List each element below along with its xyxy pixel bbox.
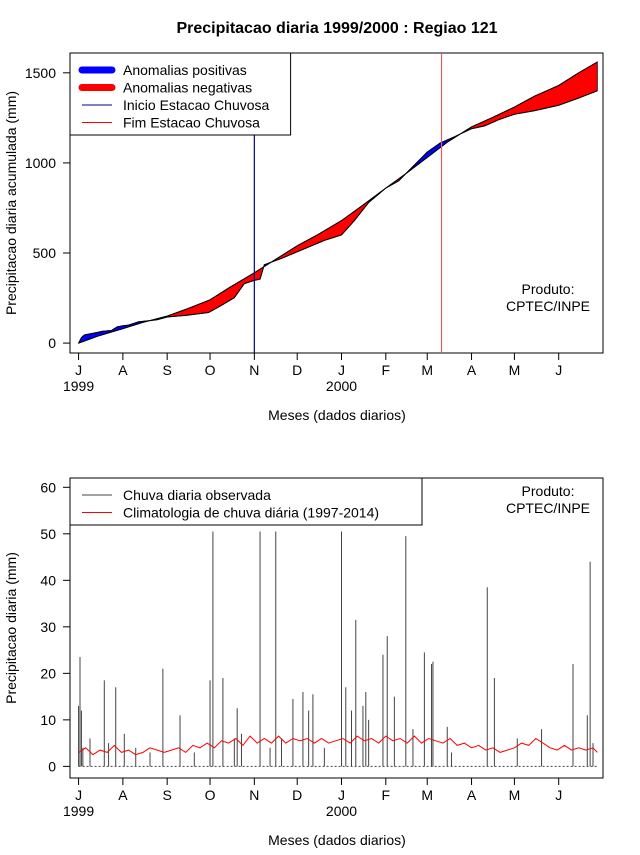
x-tick-label: A: [467, 787, 477, 803]
y-tick-label: 0: [48, 335, 56, 351]
x-tick-label: A: [118, 362, 128, 378]
x-tick-label: A: [467, 362, 477, 378]
observed-line: [78, 90, 598, 344]
data-layer: [78, 531, 598, 767]
data-layer: [77, 61, 598, 344]
legend-label: Chuva diaria observada: [123, 487, 271, 503]
x-tick-label: N: [249, 362, 259, 378]
legend-label: Anomalias negativas: [123, 80, 252, 96]
legend-label: Inicio Estacao Chuvosa: [123, 97, 270, 113]
legend-label: Climatologia de chuva diária (1997-2014): [123, 505, 379, 521]
x-tick-label: J: [555, 362, 562, 378]
year-label: 2000: [326, 378, 357, 394]
legend-label: Anomalias positivas: [123, 62, 247, 78]
x-tick-label: M: [421, 362, 433, 378]
year-label: 2000: [326, 803, 357, 819]
x-tick-label: D: [292, 362, 302, 378]
x-tick-label: O: [205, 787, 216, 803]
page-title: Precipitacao diaria 1999/2000 : Regiao 1…: [176, 20, 497, 37]
plot-frame: [69, 52, 604, 354]
x-tick-label: S: [162, 362, 171, 378]
x-tick-label: F: [382, 787, 391, 803]
y-tick-label: 10: [40, 712, 56, 728]
x-tick-label: S: [162, 787, 171, 803]
x-tick-label: J: [338, 362, 345, 378]
x-tick-label: M: [421, 787, 433, 803]
x-tick-label: N: [249, 787, 259, 803]
y-axis-title: Precipitacao diaria (mm): [3, 552, 19, 704]
y-tick-label: 20: [40, 665, 56, 681]
legend-label: Fim Estacao Chuvosa: [123, 115, 260, 131]
year-label: 1999: [63, 378, 94, 394]
x-tick-label: M: [509, 362, 521, 378]
x-tick-label: F: [382, 362, 391, 378]
y-tick-label: 500: [33, 245, 57, 261]
product-annotation: CPTEC/INPE: [506, 500, 590, 516]
legend-box: [69, 477, 423, 526]
x-tick-label: D: [292, 787, 302, 803]
x-tick-label: A: [118, 787, 128, 803]
y-tick-label: 1000: [25, 155, 56, 171]
x-axis-title: Meses (dados diarios): [268, 832, 406, 848]
x-tick-label: J: [75, 362, 82, 378]
y-tick-label: 40: [40, 572, 56, 588]
climatology-line: [78, 61, 598, 344]
y-tick-label: 0: [48, 758, 56, 774]
legend: Chuva diaria observada Climatologia de ch…: [69, 477, 423, 526]
y-tick-label: 60: [40, 479, 56, 495]
legend: Anomalias positivas Anomalias negativasIn…: [69, 52, 292, 136]
x-tick-label: O: [205, 362, 216, 378]
product-annotation: Produto:: [522, 483, 575, 499]
product-annotation: Produto:: [522, 281, 575, 297]
product-annotation: CPTEC/INPE: [506, 298, 590, 314]
x-tick-label: M: [509, 787, 521, 803]
year-label: 1999: [63, 803, 94, 819]
x-tick-label: J: [338, 787, 345, 803]
y-tick-label: 30: [40, 619, 56, 635]
y-axis-title: Precipitacao diaria acumulada (mm): [3, 91, 19, 315]
climatology-daily-line: [78, 735, 598, 756]
x-tick-label: J: [555, 787, 562, 803]
x-axis-title: Meses (dados diarios): [268, 407, 406, 423]
x-tick-label: J: [75, 787, 82, 803]
y-tick-label: 1500: [25, 65, 56, 81]
y-tick-label: 50: [40, 526, 56, 542]
